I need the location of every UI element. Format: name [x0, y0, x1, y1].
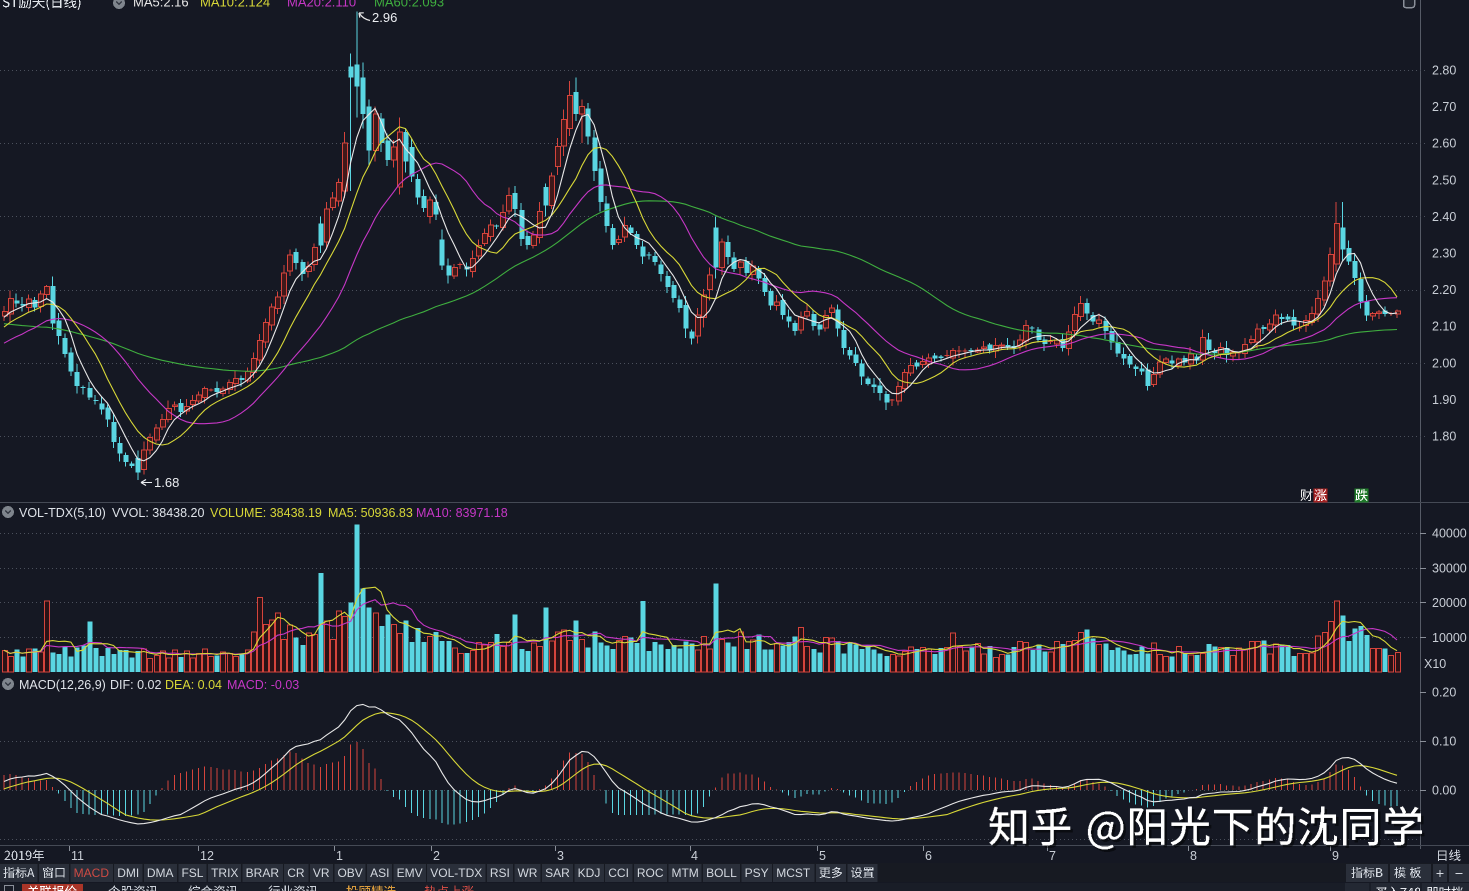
svg-text:1.80: 1.80: [1432, 430, 1456, 444]
svg-text:1.68: 1.68: [154, 475, 179, 490]
svg-text:30000: 30000: [1432, 561, 1467, 575]
svg-text:MA10: 83971.18: MA10: 83971.18: [416, 506, 508, 520]
svg-text:VVOL: 38438.20: VVOL: 38438.20: [112, 506, 204, 520]
svg-text:DMA: DMA: [147, 866, 174, 880]
svg-text:CCI: CCI: [608, 866, 629, 880]
svg-text:KDJ: KDJ: [578, 866, 601, 880]
svg-text:1: 1: [336, 849, 343, 863]
svg-text:40000: 40000: [1432, 527, 1467, 541]
svg-text:FSL: FSL: [181, 866, 203, 880]
svg-text:2.30: 2.30: [1432, 247, 1456, 261]
svg-text:EMV: EMV: [397, 866, 423, 880]
svg-text:MCST: MCST: [776, 866, 811, 880]
svg-text:MACD: MACD: [74, 866, 110, 880]
svg-text:2.00: 2.00: [1432, 356, 1456, 370]
svg-text:MTM: MTM: [671, 866, 698, 880]
svg-text:VOL-TDX(5,10): VOL-TDX(5,10): [19, 506, 106, 520]
svg-text:WR: WR: [517, 866, 537, 880]
svg-text:2.20: 2.20: [1432, 283, 1456, 297]
svg-text:BRAR: BRAR: [246, 866, 280, 880]
svg-text:OBV: OBV: [337, 866, 362, 880]
svg-text:2.70: 2.70: [1432, 100, 1456, 114]
svg-text:VR: VR: [313, 866, 330, 880]
svg-text:DMI: DMI: [117, 866, 139, 880]
svg-text:2.96: 2.96: [372, 10, 397, 25]
svg-text:2.10: 2.10: [1432, 320, 1456, 334]
svg-text:0.10: 0.10: [1432, 735, 1456, 749]
svg-text:X10: X10: [1424, 657, 1446, 671]
svg-text:ASI: ASI: [370, 866, 389, 880]
svg-text:8: 8: [1190, 849, 1197, 863]
svg-text:0.20: 0.20: [1432, 686, 1456, 700]
svg-text:3: 3: [557, 849, 564, 863]
svg-text:RSI: RSI: [490, 866, 510, 880]
svg-text:2: 2: [433, 849, 440, 863]
svg-text:4: 4: [691, 849, 698, 863]
svg-text:12: 12: [200, 849, 214, 863]
svg-text:2.40: 2.40: [1432, 210, 1456, 224]
svg-text:ROC: ROC: [637, 866, 664, 880]
svg-text:6: 6: [925, 849, 932, 863]
svg-text:0.00: 0.00: [1432, 784, 1456, 798]
svg-text:1.90: 1.90: [1432, 393, 1456, 407]
svg-text:TRIX: TRIX: [211, 866, 238, 880]
svg-text:SAR: SAR: [545, 866, 570, 880]
svg-text:10000: 10000: [1432, 631, 1467, 645]
svg-text:2.80: 2.80: [1432, 64, 1456, 78]
svg-text:PSY: PSY: [745, 866, 769, 880]
svg-text:MA5:2.16: MA5:2.16: [133, 0, 189, 9]
svg-text:9: 9: [1332, 849, 1339, 863]
svg-text:MA20:2.110: MA20:2.110: [287, 0, 356, 9]
svg-text:11: 11: [71, 849, 84, 863]
svg-text:MA5: 50936.83: MA5: 50936.83: [328, 506, 413, 520]
svg-text:MA10:2.124: MA10:2.124: [200, 0, 270, 9]
svg-text:CR: CR: [287, 866, 305, 880]
svg-text:BOLL: BOLL: [706, 866, 737, 880]
svg-text:VOL-TDX: VOL-TDX: [430, 866, 482, 880]
svg-text:VOLUME: 38438.19: VOLUME: 38438.19: [210, 506, 322, 520]
svg-text:MACD: -0.03: MACD: -0.03: [227, 678, 299, 692]
svg-text:2.60: 2.60: [1432, 137, 1456, 151]
svg-text:2.50: 2.50: [1432, 173, 1456, 187]
svg-text:7: 7: [1049, 849, 1056, 863]
svg-text:DEA: 0.04: DEA: 0.04: [165, 678, 222, 692]
svg-text:5: 5: [819, 849, 826, 863]
svg-text:MA60:2.093: MA60:2.093: [374, 0, 444, 9]
svg-text:DIF: 0.02: DIF: 0.02: [110, 678, 161, 692]
svg-text:MACD(12,26,9): MACD(12,26,9): [19, 678, 106, 692]
svg-text:20000: 20000: [1432, 596, 1467, 610]
